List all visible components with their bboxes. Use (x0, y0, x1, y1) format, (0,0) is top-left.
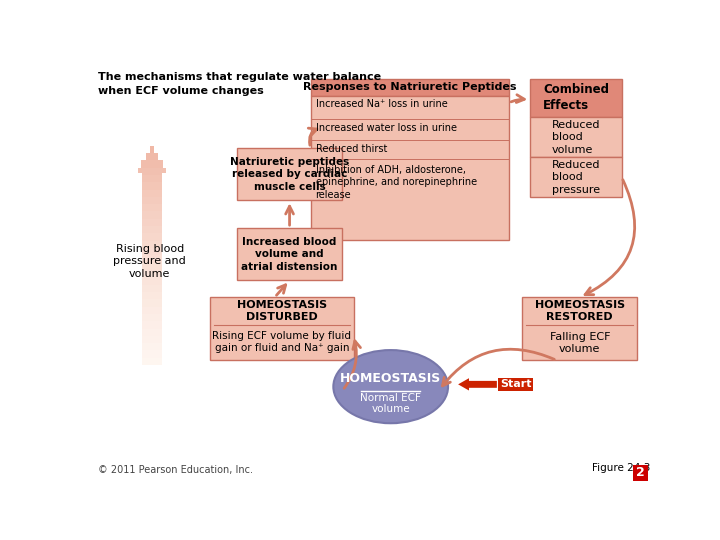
Text: Natriuretic peptides
released by cardiac
muscle cells: Natriuretic peptides released by cardiac… (230, 157, 349, 192)
Bar (143, 241, 162, 248)
Bar (143, 343, 162, 350)
Text: Reduced
blood
volume: Reduced blood volume (552, 120, 600, 154)
Text: HOMEOSTASIS: HOMEOSTASIS (340, 373, 441, 386)
Bar (143, 270, 162, 278)
Text: Rising ECF volume by fluid
gain or fluid and Na⁺ gain: Rising ECF volume by fluid gain or fluid… (212, 331, 351, 353)
Bar (143, 226, 162, 233)
Bar (143, 307, 162, 314)
Bar (530, 79, 621, 117)
Text: Falling ECF
volume: Falling ECF volume (549, 332, 610, 354)
Text: Normal ECF
volume: Normal ECF volume (360, 393, 421, 414)
Text: Increased blood
volume and
atrial distension: Increased blood volume and atrial disten… (241, 237, 338, 272)
Bar (210, 298, 354, 361)
Text: Start: Start (500, 379, 531, 389)
Bar (143, 328, 162, 336)
Bar (143, 182, 162, 190)
Text: Increased Na⁺ loss in urine: Increased Na⁺ loss in urine (315, 99, 447, 110)
Bar (143, 219, 162, 226)
Bar (311, 96, 508, 240)
Bar (142, 160, 163, 167)
Text: HOMEOSTASIS
DISTURBED: HOMEOSTASIS DISTURBED (237, 300, 327, 322)
Bar (143, 285, 162, 292)
Bar (143, 292, 162, 299)
Text: Rising blood
pressure and
volume: Rising blood pressure and volume (113, 244, 186, 279)
Text: Reduced
blood
pressure: Reduced blood pressure (552, 160, 600, 194)
Bar (143, 350, 162, 358)
Bar (138, 167, 166, 173)
Bar (143, 212, 162, 219)
Text: The mechanisms that regulate water balance
when ECF volume changes: The mechanisms that regulate water balan… (98, 72, 381, 96)
Bar (143, 233, 162, 241)
Bar (143, 262, 162, 270)
Text: 2: 2 (636, 467, 644, 480)
Bar (143, 190, 162, 197)
Bar (143, 204, 162, 212)
Bar (143, 321, 162, 328)
Bar (143, 314, 162, 321)
Bar (143, 336, 162, 343)
Ellipse shape (333, 350, 448, 423)
Bar (143, 175, 162, 182)
Bar (143, 248, 162, 255)
Bar (150, 146, 154, 153)
Bar (632, 465, 648, 481)
Text: Responses to Natriuretic Peptides: Responses to Natriuretic Peptides (303, 82, 516, 92)
Bar (143, 173, 162, 175)
Bar (143, 278, 162, 285)
Bar (530, 117, 621, 157)
Text: Inhibition of ADH, aldosterone,
epinephrine, and norepinephrine
release: Inhibition of ADH, aldosterone, epinephr… (315, 165, 477, 200)
Bar (238, 228, 342, 280)
Text: HOMEOSTASIS
RESTORED: HOMEOSTASIS RESTORED (535, 300, 625, 322)
FancyArrow shape (458, 378, 497, 390)
Text: Figure 24.3: Figure 24.3 (593, 463, 651, 473)
Bar (143, 197, 162, 204)
Text: Combined
Effects: Combined Effects (543, 83, 609, 112)
Text: Increased water loss in urine: Increased water loss in urine (315, 123, 456, 132)
Bar (530, 157, 621, 197)
Bar (143, 299, 162, 307)
Bar (145, 153, 158, 160)
Text: Reduced thirst: Reduced thirst (315, 144, 387, 154)
Text: © 2011 Pearson Education, Inc.: © 2011 Pearson Education, Inc. (98, 465, 253, 475)
Bar (311, 79, 508, 96)
Bar (143, 255, 162, 262)
Bar (143, 358, 162, 365)
Bar (523, 298, 637, 361)
Bar (238, 148, 342, 200)
